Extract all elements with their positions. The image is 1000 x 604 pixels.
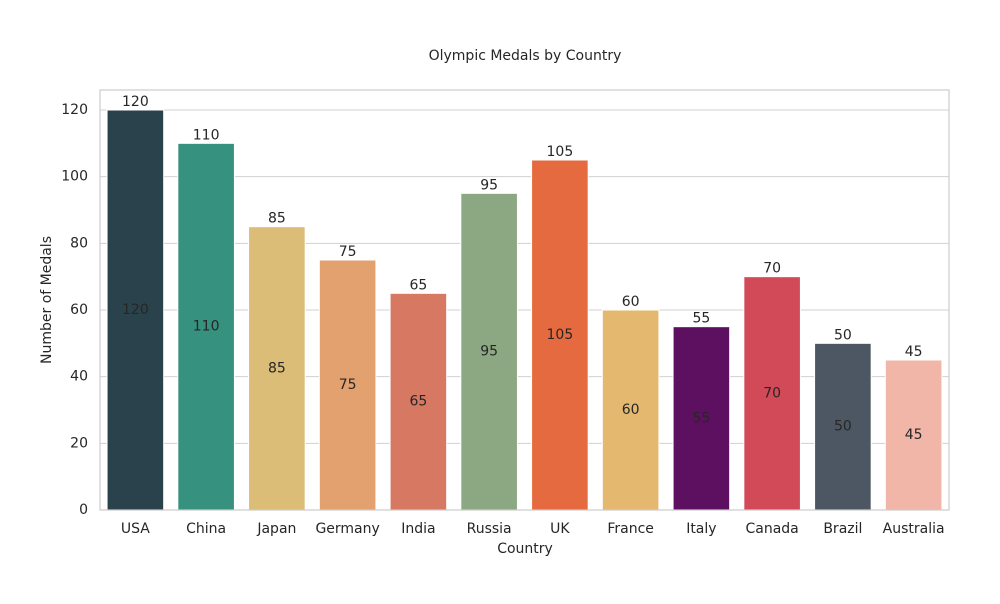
y-tick-label: 20 <box>70 435 88 451</box>
bar-center-label: 120 <box>122 302 149 318</box>
x-tick-label: Japan <box>256 521 296 537</box>
bar-top-label: 75 <box>339 244 357 260</box>
x-tick-label: Germany <box>315 521 379 537</box>
bar <box>601 309 660 511</box>
y-tick-label: 120 <box>61 102 88 118</box>
bar <box>318 259 377 511</box>
y-tick-label: 100 <box>61 169 88 185</box>
bar-top-label: 55 <box>692 311 710 327</box>
bar-top-label: 60 <box>622 294 640 310</box>
x-tick-label: Russia <box>467 521 512 537</box>
x-tick-label: India <box>401 521 435 537</box>
plot-frame <box>99 89 950 511</box>
bar-top-label: 95 <box>480 177 498 193</box>
bar-center-label: 50 <box>834 419 852 435</box>
y-tick-label: 0 <box>79 502 88 518</box>
bar-center-label: 110 <box>193 319 220 335</box>
bar-top-label: 85 <box>268 211 286 227</box>
bar <box>743 276 801 511</box>
bar <box>177 142 235 511</box>
bar-top-label: 65 <box>409 277 427 293</box>
bar <box>248 226 306 511</box>
x-tick-label: USA <box>121 521 150 537</box>
bar <box>884 359 943 511</box>
bar <box>531 159 589 511</box>
bar <box>460 192 518 511</box>
x-tick-label: Brazil <box>823 521 862 537</box>
x-tick-label: Italy <box>686 521 716 537</box>
bar <box>672 326 731 511</box>
bar-top-label: 105 <box>547 144 574 160</box>
bar-top-label: 50 <box>834 327 852 343</box>
x-tick-label: China <box>186 521 226 537</box>
x-tick-label: UK <box>550 521 570 537</box>
y-tick-label: 80 <box>70 235 88 251</box>
bar-center-label: 45 <box>905 427 923 443</box>
chart-title: Olympic Medals by Country <box>429 48 622 64</box>
bar-center-label: 65 <box>409 394 427 410</box>
bar-top-label: 70 <box>763 261 781 277</box>
bar <box>389 292 448 511</box>
bar-top-label: 45 <box>905 344 923 360</box>
y-tick-label: 60 <box>70 302 88 318</box>
x-axis-label: Country <box>497 541 553 557</box>
bar-center-label: 95 <box>480 344 498 360</box>
x-tick-label: Canada <box>745 521 798 537</box>
y-axis-label: Number of Medals <box>39 236 55 364</box>
bar-center-label: 105 <box>547 327 574 343</box>
bar <box>814 342 872 511</box>
y-tick-label: 40 <box>70 369 88 385</box>
bar-center-label: 70 <box>763 385 781 401</box>
bar-center-label: 55 <box>692 410 710 426</box>
x-tick-label: France <box>607 521 654 537</box>
bar-center-label: 75 <box>339 377 357 393</box>
bar-center-label: 60 <box>622 402 640 418</box>
x-tick-label: Australia <box>883 521 945 537</box>
bar-top-label: 110 <box>193 127 220 143</box>
bar-center-label: 85 <box>268 360 286 376</box>
bar-top-label: 120 <box>122 94 149 110</box>
